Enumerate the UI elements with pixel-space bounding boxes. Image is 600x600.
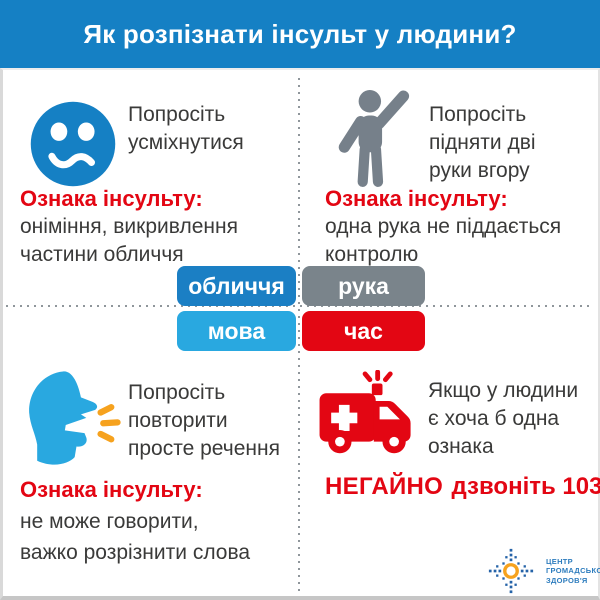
arm-instruction: Попросіть підняти дві руки вгору (429, 103, 536, 182)
tag-speech: мова (177, 311, 296, 351)
speaking-head-icon (22, 366, 122, 468)
speech-sign-label: Ознака інсульту: (20, 477, 203, 502)
ambulance-icon (312, 369, 422, 462)
tag-arm: рука (302, 266, 425, 306)
org-logo: ЦЕНТР ГРОМАДСЬКОГО ЗДОРОВ'Я (486, 546, 600, 596)
face-instruction: Попросіть усміхнутися (128, 103, 244, 154)
sunburst-logo-icon (488, 548, 534, 594)
logo-org-name: ЦЕНТР ГРОМАДСЬКОГО ЗДОРОВ'Я (546, 556, 600, 585)
horizontal-dotted-divider (6, 305, 594, 307)
emergency-call-text: НЕГАЙНО дзвоніть 103 (325, 473, 600, 501)
header-bar: Як розпізнати інсульт у людини? (0, 0, 600, 68)
speech-sign-text: не може говорити, важко розрізнити слова (20, 510, 251, 564)
emergency-call-emphasis: НЕГАЙНО (325, 473, 444, 500)
arm-sign-text: одна рука не піддається контролю (325, 215, 562, 266)
page-title: Як розпізнати інсульт у людини? (83, 18, 517, 49)
face-sign-label: Ознака інсульту: (20, 186, 203, 211)
person-raised-arm-icon (332, 88, 424, 190)
emergency-call-rest: дзвоніть 103 (451, 473, 600, 500)
vertical-dotted-divider (298, 78, 300, 594)
arm-sign-label: Ознака інсульту: (325, 186, 508, 211)
face-sign-text: оніміння, викривлення частини обличчя (20, 215, 238, 266)
time-instruction: Якщо у людини є хоча б одна ознака (428, 379, 579, 458)
drooping-face-icon (29, 100, 117, 188)
speech-instruction: Попросіть повторити просте речення (128, 381, 280, 460)
tag-face: обличчя (177, 266, 296, 306)
tag-time: час (302, 311, 425, 351)
